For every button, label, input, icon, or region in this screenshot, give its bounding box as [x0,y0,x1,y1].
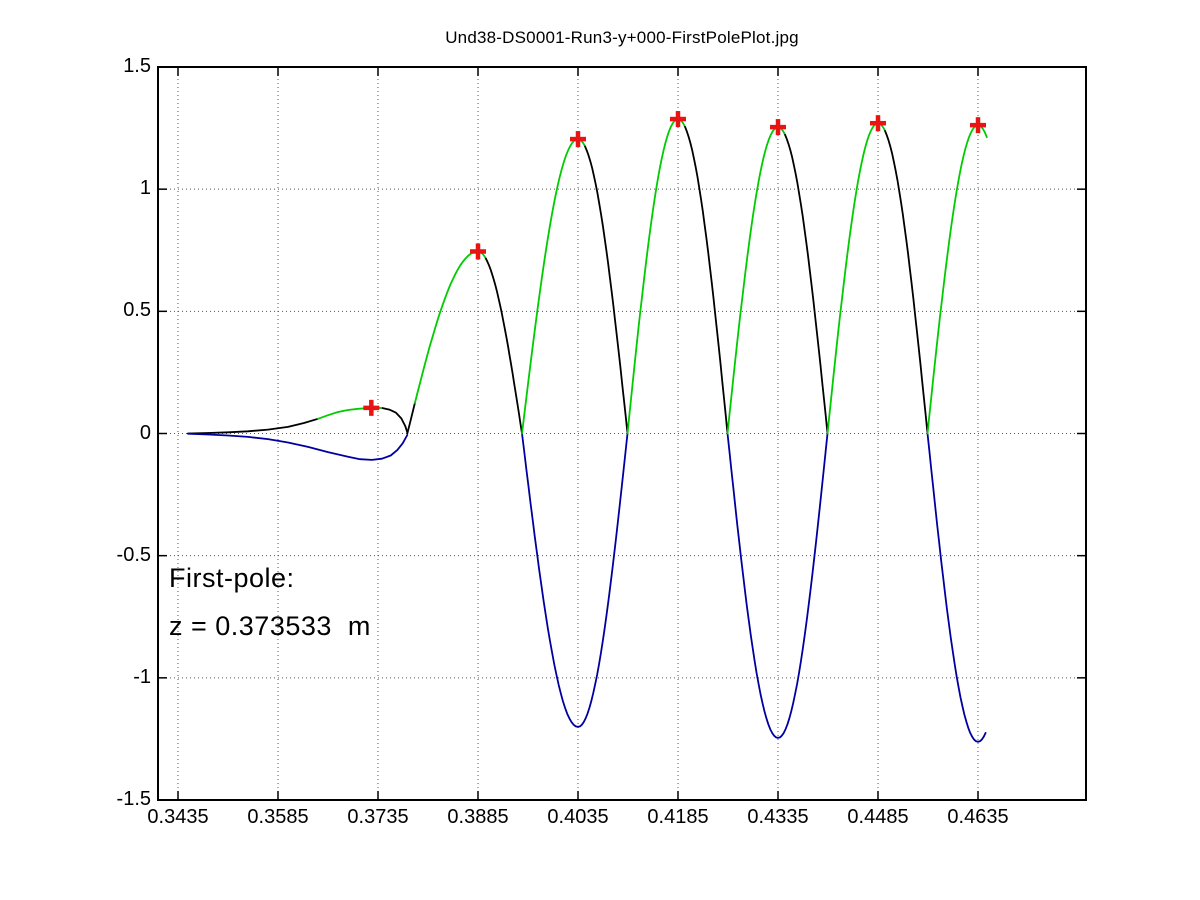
field-negative-entrance [187,432,409,461]
x-tick-label: 0.4335 [747,806,809,828]
x-tick-label: 0.3885 [447,806,509,828]
y-tick-label: 0 [139,421,151,444]
field-magnitude-arch [784,133,829,435]
field-negative-lobe [926,432,987,743]
field-magnitude-arch [584,145,629,435]
y-tick-label: -0.5 [116,543,151,566]
first-pole-annotation-label: First-pole: [169,563,295,593]
field-magnitude-arch [406,402,416,435]
y-tick-label: 1 [139,177,151,200]
field-magnitude-arch [684,126,729,435]
field-magnitude-entrance [381,407,409,434]
x-tick-label: 0.3435 [147,806,209,828]
field-magnitude-arch [726,126,786,435]
field-magnitude-arch [884,130,929,435]
x-tick-label: 0.4635 [947,806,1009,828]
field-magnitude-arch [826,122,886,435]
y-tick-label: -1.5 [116,788,151,810]
x-tick-label: 0.4185 [647,806,709,828]
field-magnitude-arch [521,138,586,435]
field-magnitude-arch [414,250,487,404]
field-magnitude-arch [626,118,686,435]
y-tick-label: 0.5 [123,299,151,322]
first-pole-annotation-value: z = 0.373533 m [169,611,371,641]
y-tick-label: -1 [133,665,151,688]
field-magnitude-arch [485,257,523,435]
x-tick-label: 0.3735 [347,806,409,828]
field-negative-lobe [521,432,629,728]
field-negative-lobe [726,432,829,739]
chart-title: Und38-DS0001-Run3-y+000-FirstPolePlot.jp… [445,28,799,47]
x-tick-label: 0.3585 [247,806,309,828]
field-magnitude-entrance [187,417,319,435]
x-tick-label: 0.4035 [547,806,609,828]
y-tick-label: 1.5 [123,55,151,77]
x-tick-label: 0.4485 [847,806,909,828]
